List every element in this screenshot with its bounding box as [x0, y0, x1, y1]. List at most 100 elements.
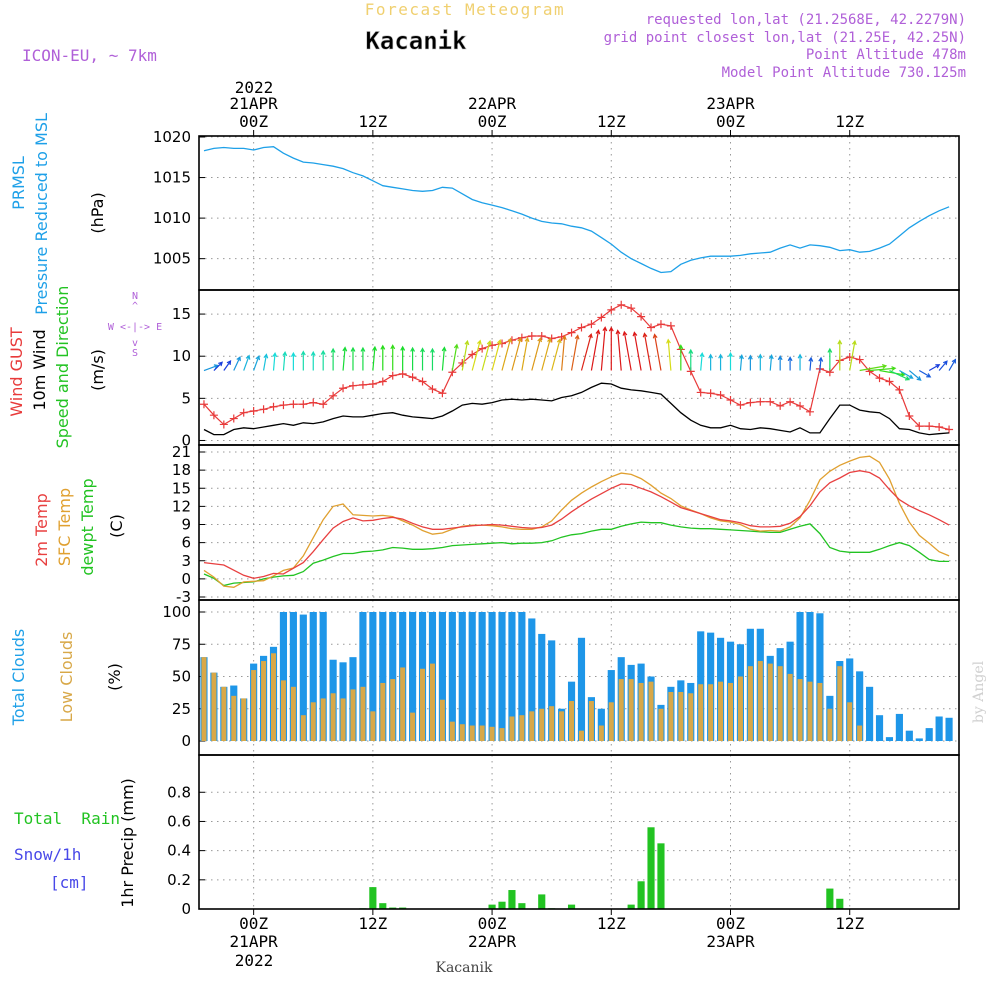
wind-direction-arrow [808, 356, 814, 371]
wind-gust-point [269, 402, 278, 411]
wind-direction-arrow [551, 337, 562, 371]
low-cloud-bar [807, 681, 813, 741]
total-rain-label: Total Rain [14, 809, 120, 828]
rain-bar [508, 890, 516, 909]
compass-east-west: W <-|-> E [108, 322, 162, 333]
watermark: by Angel [971, 660, 987, 723]
low-cloud-bar [678, 691, 684, 741]
wind-gust-point [875, 374, 884, 383]
precip-axis-label: 1hr Precip (mm) [118, 778, 137, 908]
wind-ytick-label: 5 [181, 389, 191, 407]
pressure-panel: 1005 1010 1015 1020 [153, 128, 959, 290]
wind-gust-point [279, 401, 288, 410]
total-cloud-bar [895, 713, 903, 741]
wind-gust-point [627, 304, 636, 313]
temp-ytick-label: 18 [172, 461, 191, 479]
low-cloud-bar [509, 716, 515, 741]
total-cloud-bar [478, 612, 486, 741]
total-clouds-label: Total Clouds [9, 629, 28, 727]
precip-frame [198, 754, 960, 910]
wind-direction-arrow [708, 353, 714, 371]
wind-gust-point [398, 369, 407, 378]
cloud-labels: Total Clouds Low Clouds (%) [9, 629, 124, 727]
wind-gust-point [656, 320, 665, 329]
wind-unit-label: (m/s) [88, 349, 107, 391]
temperature-labels: 2m Temp SFC Temp dewpt Temp (C) [32, 478, 126, 575]
wind10-label: 10m Wind [30, 329, 49, 410]
wind-direction-arrow [590, 329, 601, 371]
total-cloud-bar [359, 612, 367, 741]
snow-unit-label: [cm] [50, 873, 89, 892]
wind-direction-arrow [718, 353, 724, 371]
low-cloud-bar [549, 706, 555, 741]
low-cloud-bar [588, 701, 594, 741]
total-cloud-bar [856, 671, 864, 741]
wind-ytick-label: 10 [172, 347, 191, 365]
model-label: ICON-EU, ~ 7km [22, 46, 157, 65]
low-cloud-bar [737, 676, 743, 741]
wind-direction-arrow [889, 369, 911, 381]
low-cloud-bar [241, 698, 247, 741]
wind-direction-arrow [797, 353, 803, 371]
temp-ytick-label: 0 [181, 570, 191, 588]
snow-label: Snow/1h [14, 845, 81, 864]
low-cloud-bar [608, 702, 614, 741]
low-cloud-bar [718, 681, 724, 741]
bottom-time-label: 12Z [835, 914, 864, 933]
wind-gust-point [547, 334, 556, 343]
total-cloud-bar [915, 738, 923, 741]
wind-gust-point [746, 398, 755, 407]
cloud-ytick-label: 50 [172, 668, 191, 686]
low-cloud-bar [767, 663, 773, 741]
low-cloud-bar [539, 708, 545, 741]
low-cloud-bar [360, 686, 366, 741]
low-cloud-bar [628, 679, 634, 741]
low-cloud-bar [727, 682, 734, 741]
grid-point: grid point closest lon,lat (21.25E, 42.2… [604, 30, 966, 46]
total-cloud-bar [409, 612, 417, 741]
top-time-label: 12Z [358, 112, 387, 131]
point-altitude: Point Altitude 478m [806, 47, 966, 63]
wind-gust-point [696, 388, 705, 397]
wind-direction-arrow [372, 345, 378, 371]
wind-direction-arrow [272, 351, 278, 371]
temp-frame [198, 444, 960, 601]
low-cloud-bar [578, 730, 584, 741]
wind-direction-arrow [262, 353, 269, 371]
wind-direction-arrow [282, 350, 288, 371]
wind-gust-point [527, 331, 536, 340]
wind-direction-arrow [918, 370, 932, 378]
low-cloud-bar [459, 724, 465, 741]
wind-panel: 0 5 10 15 [172, 290, 959, 449]
low-cloud-bar [271, 653, 277, 741]
top-time-label: 00Z [478, 112, 507, 131]
wind-gust-point [567, 328, 576, 337]
temp-ytick-label: 9 [181, 516, 191, 534]
total-cloud-bar [448, 612, 456, 741]
low-cloud-bar [380, 682, 386, 741]
wind-direction-arrow [213, 361, 224, 371]
low-cloud-bar [837, 666, 843, 741]
wind-gust-point [766, 397, 775, 406]
wind-gust-point [776, 401, 785, 410]
wind-direction-arrow [521, 336, 530, 371]
bottom-date-label: 22APR [468, 932, 517, 951]
wind-direction-arrow [233, 356, 241, 371]
total-cloud-bar [816, 613, 824, 741]
wind-gust-point [478, 344, 487, 353]
temp-unit-label: (C) [107, 514, 126, 538]
wind-gust-point [756, 397, 765, 406]
low-cloud-bar [479, 725, 485, 741]
total-cloud-bar [518, 612, 526, 741]
total-cloud-bar [319, 612, 327, 741]
precip-ytick-label: 0.8 [167, 783, 191, 801]
wind-gust-point [229, 414, 238, 423]
wind-gust-point [895, 385, 904, 394]
low-cloud-bar [231, 695, 237, 741]
wind-gust-point [458, 358, 467, 367]
low-cloud-bar [320, 698, 326, 741]
wind-direction-arrow [948, 358, 957, 371]
wind-gust-point [309, 398, 318, 407]
pressure-frame [198, 135, 960, 291]
wind-direction-arrow [461, 339, 470, 371]
